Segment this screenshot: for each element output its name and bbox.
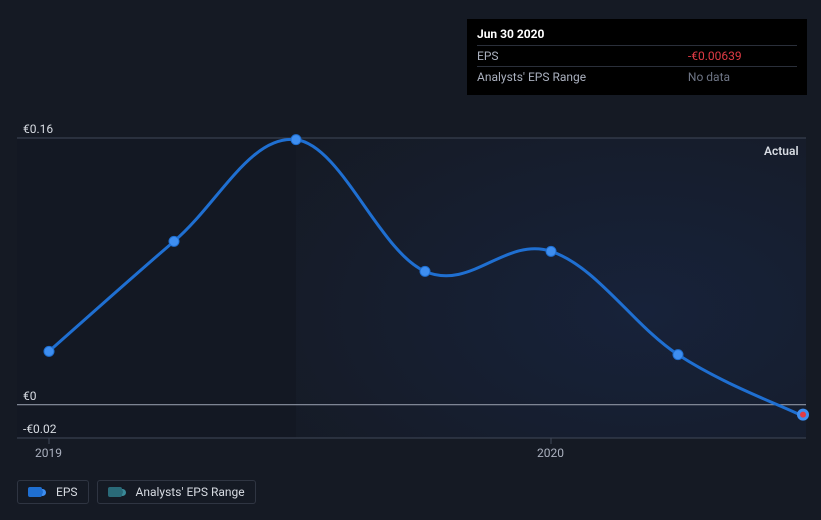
eps-marker[interactable]	[420, 266, 430, 276]
eps-marker-current-inner	[800, 412, 806, 418]
y-tick-label: €0.16	[23, 122, 53, 136]
legend-item-label: EPS	[56, 485, 78, 499]
y-tick-label: €0	[23, 389, 37, 403]
eps-marker[interactable]	[673, 350, 683, 360]
actual-label: Actual	[764, 144, 799, 158]
legend-item-range[interactable]: Analysts' EPS Range	[97, 480, 256, 504]
eps-chart: €0.16 €0 -€0.02 2019 2020 Actual Jun 30 2020 EP…	[0, 0, 821, 520]
eps-marker[interactable]	[291, 135, 301, 145]
tooltip: Jun 30 2020 EPS-€0.00639Analysts' EPS Ran…	[467, 19, 807, 95]
tooltip-row-value: -€0.00639	[664, 46, 797, 67]
x-tick-label: 2020	[537, 446, 564, 460]
eps-marker[interactable]	[44, 346, 54, 356]
legend-item-eps[interactable]: EPS	[17, 480, 89, 504]
legend-swatch-icon	[28, 487, 42, 497]
tooltip-date: Jun 30 2020	[477, 27, 797, 41]
tooltip-row-value: No data	[664, 67, 797, 88]
legend-swatch-icon	[108, 487, 122, 497]
y-tick-label: -€0.02	[23, 422, 56, 436]
eps-marker[interactable]	[169, 236, 179, 246]
eps-marker[interactable]	[546, 246, 556, 256]
tooltip-row-label: Analysts' EPS Range	[477, 67, 664, 88]
tooltip-row-label: EPS	[477, 46, 664, 67]
legend: EPS Analysts' EPS Range	[17, 480, 256, 504]
legend-item-label: Analysts' EPS Range	[136, 485, 245, 499]
x-tick-label: 2019	[35, 446, 62, 460]
